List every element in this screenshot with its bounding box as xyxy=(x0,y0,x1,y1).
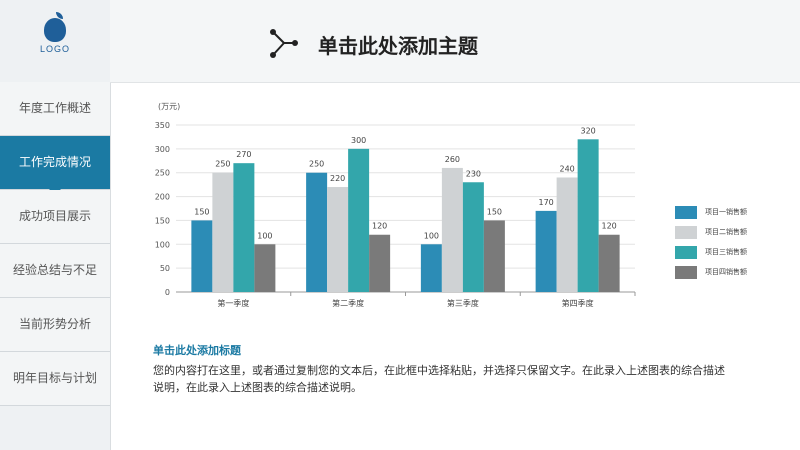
bar xyxy=(327,187,349,292)
sidebar-item-label: 成功项目展示 xyxy=(18,209,91,223)
y-tick-label: 200 xyxy=(155,193,170,202)
bar xyxy=(598,234,620,292)
bar xyxy=(254,244,276,292)
legend-label: 项目一销售额 xyxy=(705,208,747,216)
sidebar-item-label: 经验总结与不足 xyxy=(12,263,97,277)
data-label: 230 xyxy=(466,169,481,178)
y-tick-label: 300 xyxy=(155,145,170,154)
bar xyxy=(556,177,578,292)
data-label: 150 xyxy=(487,207,502,216)
chart-legend: 项目一销售额 项目二销售额 项目三销售额 项目四销售额 xyxy=(675,202,747,282)
data-label: 220 xyxy=(330,174,345,183)
data-label: 120 xyxy=(601,222,616,231)
bar xyxy=(369,234,391,292)
sidebar-item-experience-summary[interactable]: 经验总结与不足 xyxy=(0,244,110,298)
share-icon xyxy=(270,29,298,58)
apple-logo-icon xyxy=(44,12,66,42)
data-label: 260 xyxy=(445,155,460,164)
y-axis-unit-label: (万元) xyxy=(158,102,180,111)
y-tick-label: 150 xyxy=(155,216,170,225)
data-label: 250 xyxy=(215,160,230,169)
sidebar-item-situation-analysis[interactable]: 当前形势分析 xyxy=(0,298,110,352)
bar xyxy=(348,148,370,292)
sidebar-item-label: 明年目标与计划 xyxy=(12,371,97,385)
data-label: 270 xyxy=(236,150,251,159)
sidebar-item-annual-overview[interactable]: 年度工作概述 xyxy=(0,82,110,136)
bar xyxy=(212,172,234,292)
y-tick-label: 100 xyxy=(155,240,170,249)
data-label: 250 xyxy=(309,160,324,169)
x-tick-label: 第一季度 xyxy=(217,298,249,308)
y-tick-label: 0 xyxy=(165,288,170,297)
legend-label: 项目三销售额 xyxy=(705,248,747,256)
chart-svg: (万元) 0 50 100 150 200 250 300 350 150 250 270 100 第一季… xyxy=(155,102,636,308)
sidebar-item-label: 工作完成情况 xyxy=(18,155,91,169)
data-label: 120 xyxy=(372,222,387,231)
bar xyxy=(306,172,328,292)
bar xyxy=(535,210,557,292)
x-tick-label: 第三季度 xyxy=(447,298,479,308)
sidebar-item-next-year-plan[interactable]: 明年目标与计划 xyxy=(0,352,110,406)
legend-swatch xyxy=(675,225,697,239)
legend-label: 项目四销售额 xyxy=(705,268,747,276)
data-label: 100 xyxy=(257,231,272,240)
header: 单击此处添加主题 xyxy=(110,0,800,83)
sidebar-item-label: 年度工作概述 xyxy=(18,101,91,115)
data-label: 240 xyxy=(559,164,574,173)
sidebar: LOGO 年度工作概述 工作完成情况 成功项目展示 经验总结与不足 当前形势分析… xyxy=(0,0,111,450)
legend-swatch xyxy=(675,245,697,259)
data-label: 170 xyxy=(538,198,553,207)
bar xyxy=(441,167,463,292)
logo[interactable]: LOGO xyxy=(0,12,110,54)
bar xyxy=(462,182,484,292)
x-tick-label: 第二季度 xyxy=(332,298,364,308)
data-label: 300 xyxy=(351,136,366,145)
data-label: 320 xyxy=(580,126,595,135)
legend-label: 项目二销售额 xyxy=(705,228,747,236)
bar xyxy=(577,139,599,292)
legend-item: 项目三销售额 xyxy=(675,242,747,262)
sidebar-item-work-completion[interactable]: 工作完成情况 xyxy=(0,136,110,195)
sidebar-item-project-showcase[interactable]: 成功项目展示 xyxy=(0,190,110,244)
bar xyxy=(191,220,213,292)
legend-item: 项目四销售额 xyxy=(675,262,747,282)
y-tick-label: 50 xyxy=(160,264,170,273)
description-text: 您的内容打在这里，或者通过复制您的文本后，在此框中选择粘贴，并选择只保留文字。在… xyxy=(153,364,725,394)
bar xyxy=(233,163,255,292)
data-label: 150 xyxy=(194,207,209,216)
legend-swatch xyxy=(675,265,697,279)
y-tick-label: 350 xyxy=(155,121,170,130)
page-title: 单击此处添加主题 xyxy=(318,34,478,58)
bar xyxy=(420,244,442,292)
legend-item: 项目一销售额 xyxy=(675,202,747,222)
sidebar-nav: 年度工作概述 工作完成情况 成功项目展示 经验总结与不足 当前形势分析 明年目标… xyxy=(0,82,110,406)
sidebar-item-label: 当前形势分析 xyxy=(18,317,91,331)
legend-swatch xyxy=(675,205,697,219)
legend-item: 项目二销售额 xyxy=(675,222,747,242)
logo-text: LOGO xyxy=(39,44,70,54)
y-tick-label: 250 xyxy=(155,169,170,178)
bar xyxy=(483,220,505,292)
description-title: 单击此处添加标题 xyxy=(153,344,241,357)
bar-chart: (万元) 0 50 100 150 200 250 300 350 150 250 270 100 第一季… xyxy=(150,97,790,322)
x-tick-label: 第四季度 xyxy=(562,298,594,308)
data-label: 100 xyxy=(424,231,439,240)
